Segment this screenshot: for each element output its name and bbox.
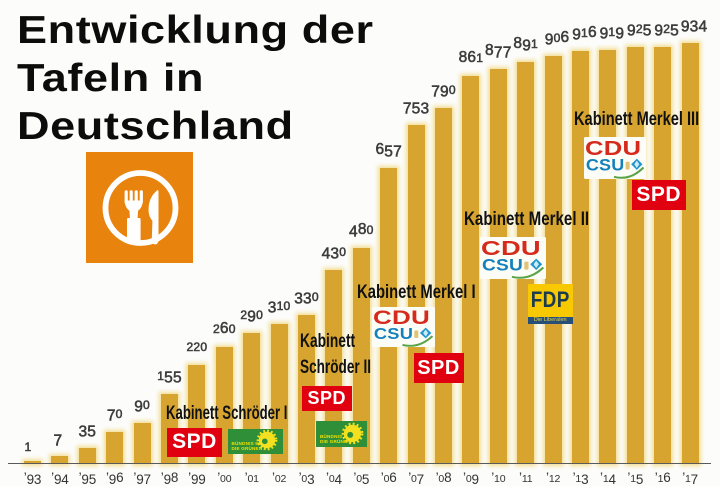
svg-text:CSU: CSU xyxy=(586,155,625,174)
svg-text:CSU: CSU xyxy=(374,325,413,343)
svg-text:CSU: CSU xyxy=(482,255,523,273)
svg-text:CDU: CDU xyxy=(481,237,541,260)
svg-text:CDU: CDU xyxy=(373,307,430,328)
svg-text:CDU: CDU xyxy=(585,137,641,159)
